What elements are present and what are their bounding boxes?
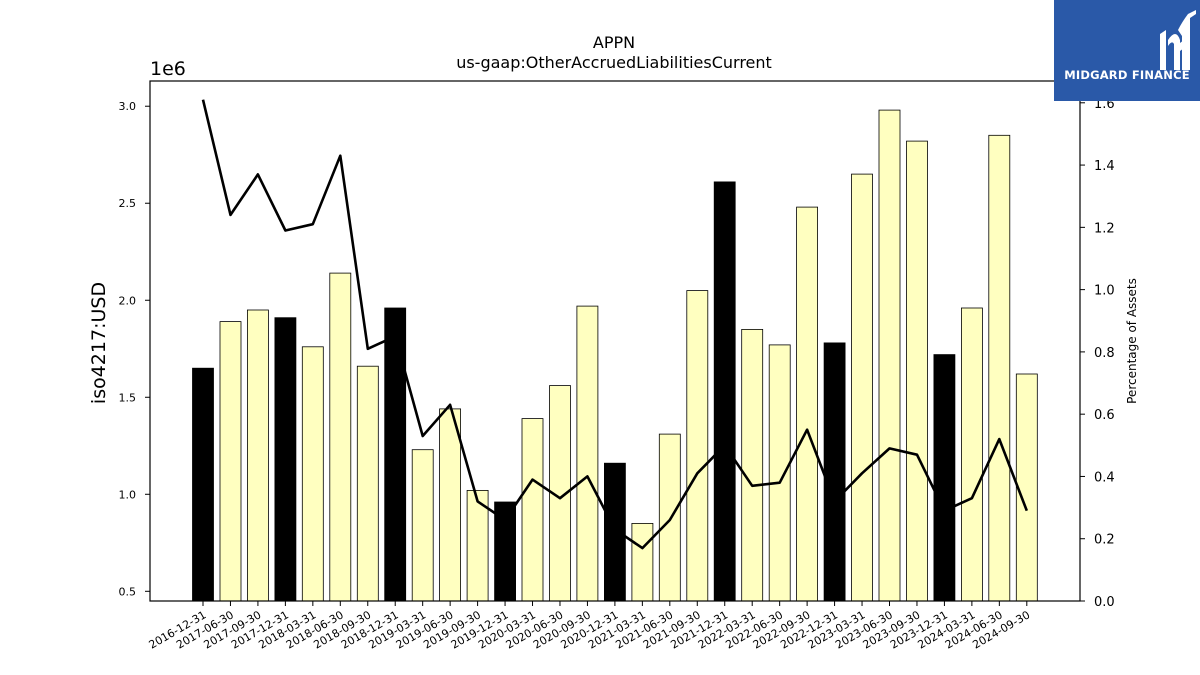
bar [356, 365, 379, 602]
y2-tick-label: 1.0 [1094, 284, 1115, 299]
logo-text: MIDGARD FINANCE [1064, 68, 1190, 82]
bar [878, 109, 901, 602]
percentage-line [201, 99, 1029, 550]
y-tick-label: 2.0 [119, 294, 137, 307]
bar [796, 206, 818, 602]
y2-tick-label: 0.0 [1094, 595, 1115, 610]
bar [521, 418, 544, 602]
chart-subtitle: us-gaap:OtherAccruedLiabilitiesCurrent [456, 53, 772, 72]
bar [576, 305, 599, 602]
y2-tick-label: 1.4 [1094, 159, 1115, 174]
bar [604, 462, 626, 602]
chart-title: APPN [593, 33, 635, 52]
bar [851, 173, 873, 602]
bar [301, 346, 324, 602]
y-tick-label: 0.5 [119, 585, 137, 598]
bar [274, 317, 297, 602]
bar [768, 344, 791, 602]
bar [219, 321, 242, 602]
y-axis-label: iso4217:USD [88, 282, 110, 404]
y2-tick-label: 0.4 [1094, 470, 1115, 485]
bar [246, 309, 269, 602]
bar [384, 307, 407, 602]
bar [329, 272, 352, 602]
y-tick-label: 1.5 [119, 391, 137, 404]
bar [439, 408, 462, 602]
bar [686, 290, 709, 602]
bar [494, 501, 517, 602]
y2-tick-label: 0.2 [1094, 533, 1115, 548]
bar [631, 523, 654, 602]
bar [933, 354, 956, 602]
plot-frame [149, 80, 1081, 602]
midgard-logo-icon [1160, 10, 1196, 70]
y-tick-label: 1.0 [119, 488, 137, 501]
bar [411, 449, 434, 602]
y2-tick-label: 0.8 [1094, 346, 1115, 361]
bar [192, 367, 214, 602]
y2-tick-label: 0.6 [1094, 408, 1115, 423]
y-tick-label: 3.0 [119, 100, 137, 113]
bar [906, 140, 928, 602]
brand-logo: MIDGARD FINANCE [1054, 0, 1200, 101]
y-axis-multiplier: 1e6 [150, 58, 186, 80]
bar [713, 181, 736, 602]
y2-axis-label: Percentage of Assets [1125, 278, 1139, 404]
bar [961, 307, 983, 602]
bar [741, 328, 764, 602]
bar [988, 134, 1011, 602]
bar [823, 342, 846, 602]
y-tick-label: 2.5 [119, 197, 137, 210]
y2-tick-label: 1.2 [1094, 221, 1115, 236]
bar [1015, 373, 1038, 602]
